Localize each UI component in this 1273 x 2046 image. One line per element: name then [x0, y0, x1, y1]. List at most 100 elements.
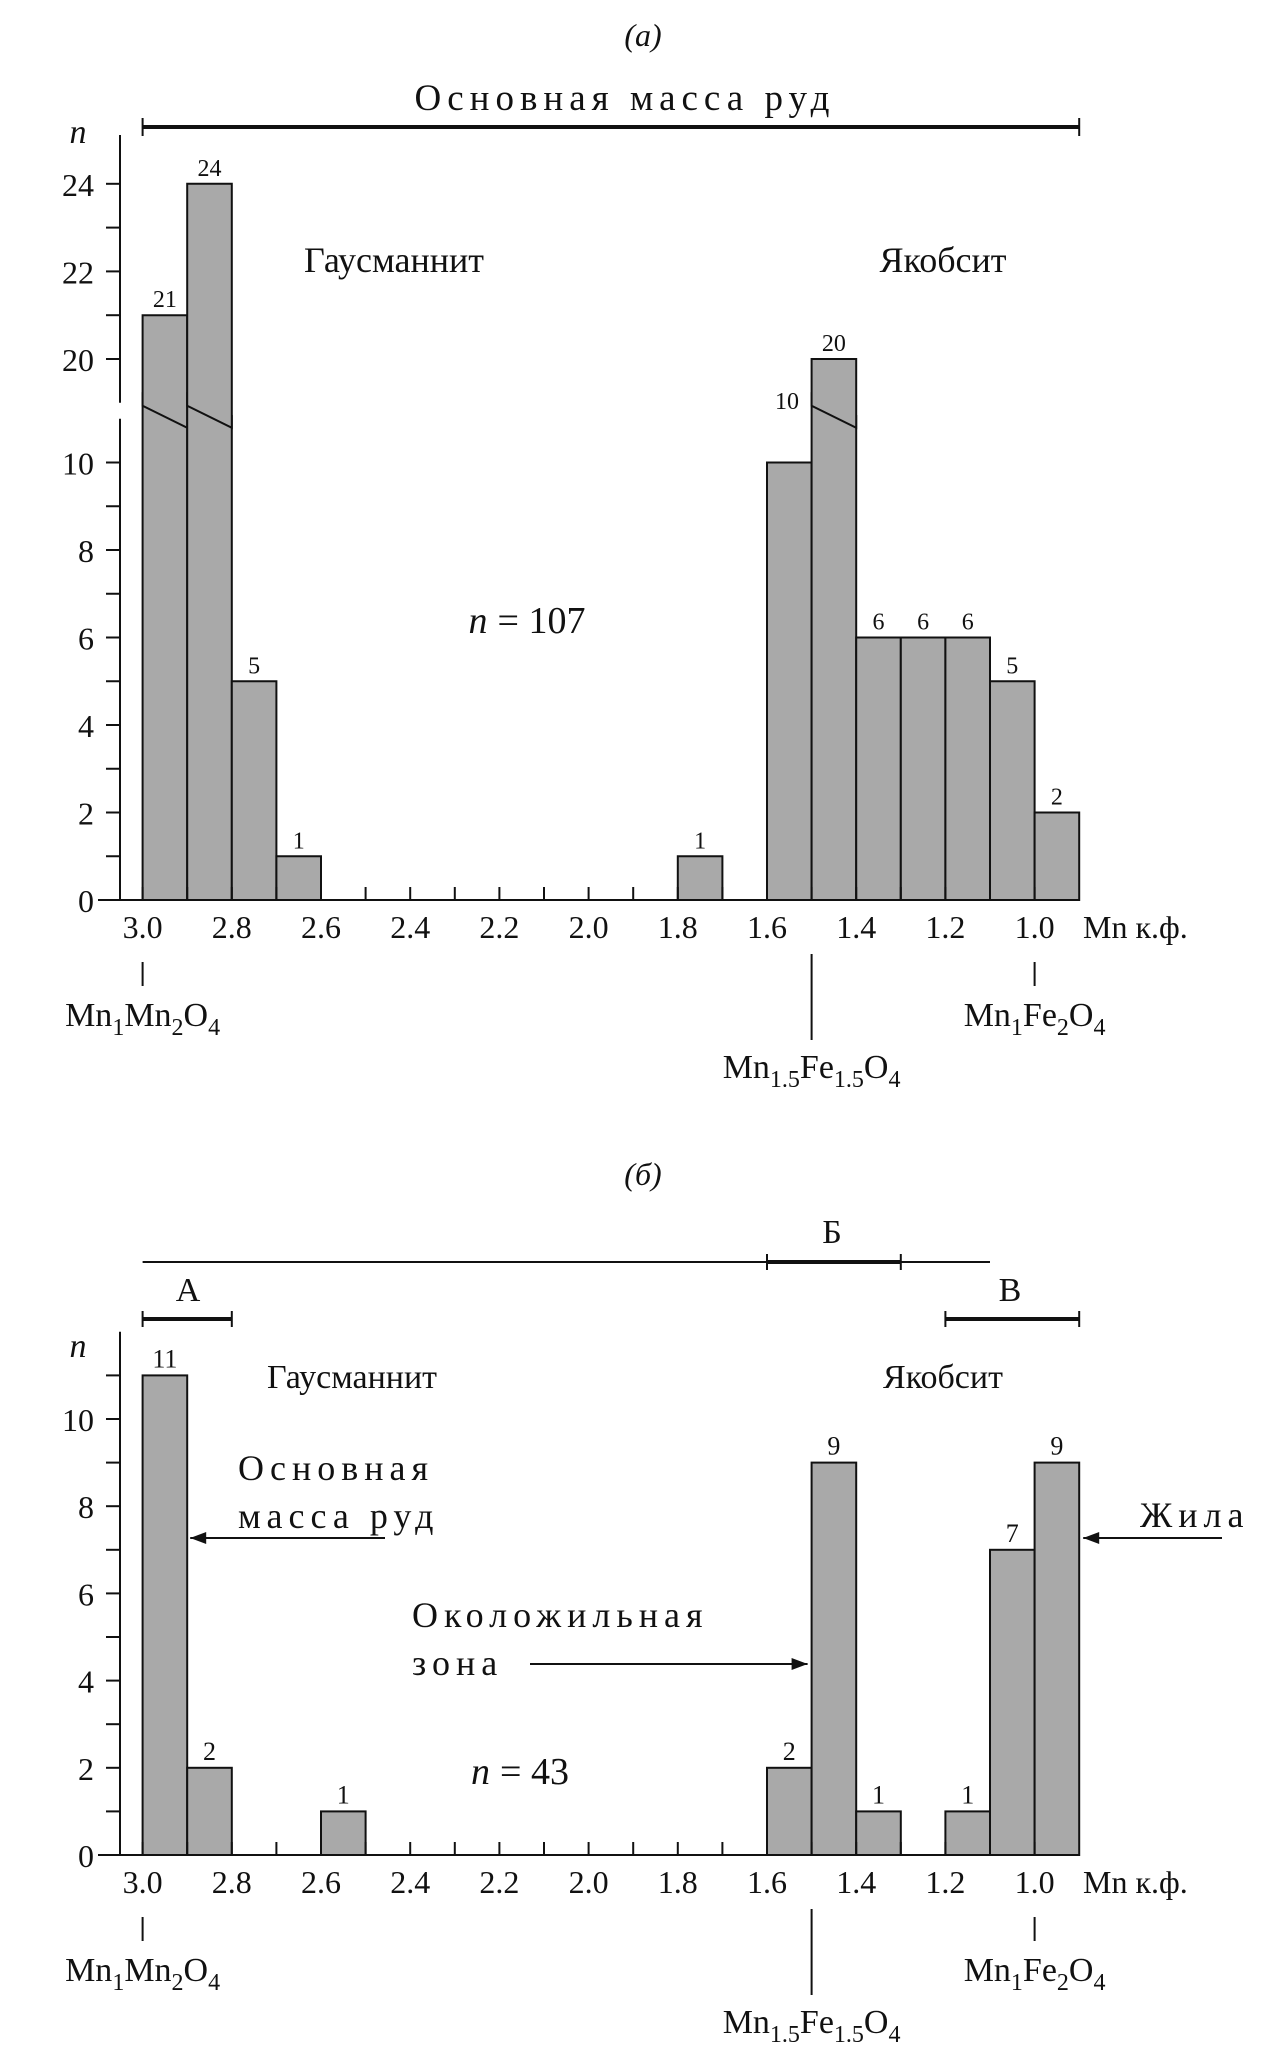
- panel-b-vein: Жила: [1140, 1495, 1249, 1535]
- panel-a-x-tick-label-3: 2.4: [390, 909, 430, 945]
- panel-a-n-total: n = 107: [469, 600, 586, 642]
- panel-a-formula-0-part-4: O: [184, 997, 209, 1034]
- panel-b-x-tick-label-2: 2.6: [301, 1864, 341, 1900]
- panel-b-main-mass-line2: масса руд: [238, 1496, 439, 1536]
- panel-b-bars: [141, 1374, 1081, 1857]
- panel-b-x-tick-label-0: 3.0: [123, 1864, 163, 1900]
- panel-a-formula-2: Mn1Fe2O4: [964, 997, 1106, 1041]
- panel-b-range-v-label: В: [999, 1272, 1022, 1309]
- panel-a-data-label-4: 1: [694, 828, 706, 854]
- panel-a-data-label-6: 20: [822, 331, 846, 357]
- panel-b-data-label-1: 2: [203, 1737, 216, 1766]
- panel-a-bar-0-lower: [141, 392, 189, 901]
- panel-a-bar-10: [989, 680, 1036, 901]
- panel-a-formula-0-part-1: 1: [112, 1015, 124, 1041]
- panel-a-x-tick-label-2: 2.6: [301, 909, 341, 945]
- panel-a-bar-4: [676, 855, 724, 901]
- panel-b-left-mineral: Гаусманнит: [267, 1359, 437, 1396]
- panel-a-data-label-9: 6: [962, 610, 974, 636]
- panel-a-top-range-label: Основная масса руд: [415, 78, 836, 119]
- panel-b-formula-0-part-3: 2: [172, 1970, 184, 1996]
- panel-b-range-b-label: Б: [822, 1214, 842, 1251]
- panel-a-x-tick-label-1: 2.8: [212, 909, 252, 945]
- panel-b-y-axis: 0 2 4 6 8 10: [62, 1331, 121, 1874]
- panel-a-data-label-5: 10: [775, 389, 799, 415]
- panel-a-bar-1-lower: [186, 392, 233, 901]
- panel-b-y-label: n: [70, 1328, 87, 1365]
- panel-b-range-a-label: А: [176, 1272, 201, 1309]
- panel-a-formula-1-part-2: Fe: [800, 1049, 834, 1086]
- panel-a-x-tick-label-9: 1.2: [925, 909, 965, 945]
- panel-a-data-label-8: 6: [917, 610, 929, 636]
- panel-b-formula-1-part-3: 1.5: [834, 2022, 864, 2046]
- panel-b-formula-0-part-4: O: [184, 1952, 209, 1989]
- panel-b-right-mineral: Якобсит: [883, 1359, 1003, 1396]
- panel-a-x-tick-label-10: 1.0: [1015, 909, 1055, 945]
- panel-b-near-vein-line1: Околожильная: [412, 1595, 709, 1635]
- panel-a-data-label-3: 1: [293, 828, 305, 854]
- panel-b-x-label: Mn к.ф.: [1083, 1864, 1188, 1900]
- panel-a-y-upper-tick-label-2: 24: [62, 167, 94, 203]
- panel-b-formula-0-part-5: 4: [208, 1970, 220, 1996]
- panel-b-data-label-5: 1: [872, 1780, 885, 1809]
- panel-a-data-label-7: 6: [873, 610, 885, 636]
- panel-b-y-tick-label-2: 4: [78, 1664, 94, 1700]
- panel-b-data-label-6: 1: [961, 1780, 974, 1809]
- panel-b-n-total-symbol: n: [471, 1751, 490, 1793]
- panel-a-formula-1: Mn1.5Fe1.5O4: [723, 1049, 901, 1093]
- panel-a-formula-1-part-5: 4: [888, 1067, 900, 1093]
- panel-b-ranges: [141, 1254, 1081, 1327]
- panel-b-bar-4: [810, 1461, 858, 1856]
- panel-b-x-tick-label-3: 2.4: [390, 1864, 430, 1900]
- panel-b-bar-1: [186, 1766, 233, 1857]
- panel-a-x-tick-label-8: 1.4: [836, 909, 876, 945]
- panel-b-formula-0: Mn1Mn2O4: [65, 1952, 220, 1996]
- panel-a-bar-3: [275, 855, 322, 901]
- panel-a-bar-8: [899, 636, 947, 901]
- panel-a-y-tick-label-0: 0: [78, 883, 94, 919]
- panel-a-x-axis: 3.0 2.8 2.6 2.4 2.2 2.0 1.8 1.6 1.4 1.2 1.0: [98, 887, 1078, 945]
- panel-b-data-label-4: 9: [827, 1432, 840, 1461]
- panel-b-x-tick-label-8: 1.4: [836, 1864, 876, 1900]
- panel-a-y-upper-tick-label-1: 22: [62, 254, 94, 290]
- panel-a-y-label: n: [70, 114, 87, 151]
- panel-b-y-tick-label-4: 8: [78, 1489, 94, 1525]
- panel-a-x-tick-label-6: 1.8: [658, 909, 698, 945]
- panel-b-bar-0: [141, 1374, 189, 1857]
- panel-b-n-total: n = 43: [471, 1751, 569, 1793]
- panel-a-bar-2: [230, 680, 278, 901]
- panel-b-y-tick-label-0: 0: [78, 1838, 94, 1874]
- panel-a-y-tick-label-5: 10: [62, 446, 94, 482]
- panel-b-formula-1-part-2: Fe: [800, 2004, 834, 2041]
- panel-b-formula-0-part-1: 1: [112, 1970, 124, 1996]
- panel-b-formula-2-part-0: Mn: [964, 1952, 1011, 1989]
- panel-a-label: (а): [624, 17, 661, 53]
- panel-b-data-label-7: 7: [1006, 1519, 1019, 1548]
- panel-a-formula-2-part-4: O: [1069, 997, 1094, 1034]
- panel-b-y-tick-label-5: 10: [62, 1402, 94, 1438]
- panel-b-x-tick-label-4: 2.2: [479, 1864, 519, 1900]
- panel-b-bar-2: [320, 1810, 367, 1857]
- panel-a-formula-1-part-0: Mn: [723, 1049, 770, 1086]
- panel-b-formula-1-part-5: 4: [888, 2022, 900, 2046]
- panel-a-formula-0-part-5: 4: [208, 1015, 220, 1041]
- panel-b-x-tick-label-6: 1.8: [658, 1864, 698, 1900]
- panel-b-bar-7: [989, 1548, 1036, 1857]
- panel-a-n-total-value: = 107: [498, 600, 586, 642]
- panel-a-left-mineral: Гаусманнит: [304, 240, 484, 280]
- panel-b-data-label-0: 11: [152, 1344, 177, 1373]
- panel-b-formula-1-part-0: Mn: [723, 2004, 770, 2041]
- panel-a-n-total-symbol: n: [469, 600, 488, 642]
- panel-b-formula-1-part-4: O: [864, 2004, 889, 2041]
- panel-b-x-tick-label-5: 2.0: [569, 1864, 609, 1900]
- panel-b-near-vein-line2: зона: [412, 1643, 503, 1683]
- panel-a-y-upper-tick-label-0: 20: [62, 342, 94, 378]
- panel-b-y-tick-label-3: 6: [78, 1576, 94, 1612]
- panel-a-formula-2-part-1: 1: [1011, 1015, 1023, 1041]
- panel-a-data-label-0: 21: [153, 287, 177, 313]
- panel-a-data-label-10: 5: [1006, 653, 1018, 679]
